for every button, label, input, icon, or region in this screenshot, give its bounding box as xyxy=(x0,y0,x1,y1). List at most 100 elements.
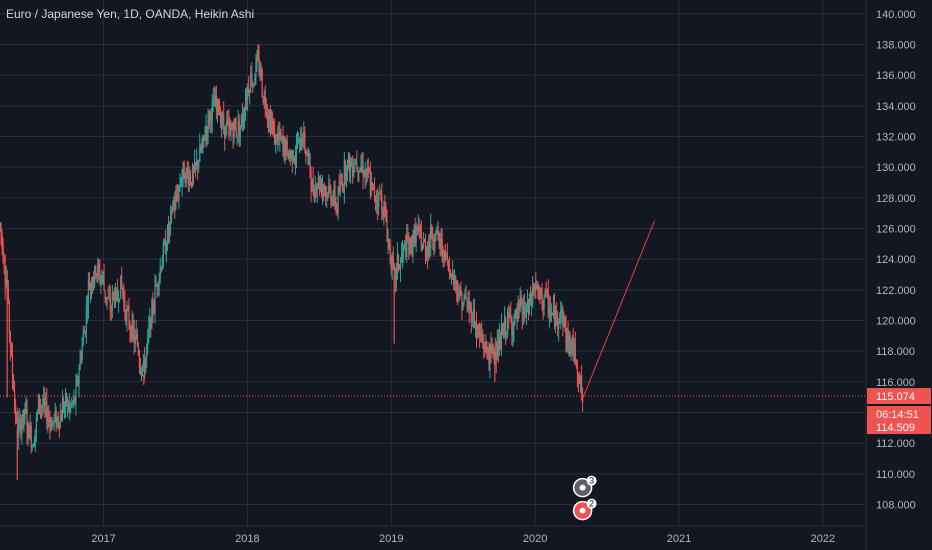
candle-body xyxy=(113,294,116,305)
candle-body xyxy=(491,344,493,352)
candle-body xyxy=(575,361,577,366)
candle-body xyxy=(425,250,428,256)
candle-body xyxy=(263,96,265,103)
candle-body xyxy=(23,409,25,419)
candle-body xyxy=(290,150,292,157)
candle-body xyxy=(68,403,70,411)
y-tick-label: 132.000 xyxy=(876,131,916,143)
candle-body xyxy=(572,336,574,354)
candle-body xyxy=(282,137,284,151)
candle-body xyxy=(355,161,357,165)
candle-body xyxy=(386,220,388,242)
candle-body xyxy=(310,172,312,192)
candle-body xyxy=(331,200,333,203)
candle-body xyxy=(372,184,375,187)
candle-body xyxy=(75,384,77,403)
candle-body xyxy=(119,298,121,300)
candle-body xyxy=(315,187,317,191)
candle-body xyxy=(204,135,206,140)
candle-body xyxy=(370,182,373,195)
candle-body xyxy=(325,187,327,197)
candle-body xyxy=(264,96,266,105)
candle-body xyxy=(249,91,251,94)
candle-body xyxy=(60,415,62,422)
candle-body xyxy=(458,297,460,300)
candle-body xyxy=(510,315,512,317)
candle-body xyxy=(45,401,47,406)
candle-body xyxy=(525,308,528,313)
candle-body xyxy=(44,398,46,406)
candle-body xyxy=(39,406,42,408)
candle-body xyxy=(433,240,435,251)
candle-body xyxy=(316,186,318,191)
candle-body xyxy=(538,287,540,293)
candle-body xyxy=(72,401,74,403)
candle-body xyxy=(536,285,538,289)
candle-body xyxy=(346,161,349,173)
candle-body xyxy=(36,413,39,417)
candle-body xyxy=(558,320,560,329)
candle-body xyxy=(431,225,433,239)
candle-body xyxy=(76,379,78,385)
candle-body xyxy=(208,113,210,123)
candle-body xyxy=(309,154,311,173)
candle-body xyxy=(104,290,106,297)
candle-body xyxy=(512,331,514,336)
candle-body xyxy=(213,99,215,107)
candle-body xyxy=(420,231,422,251)
candle-body xyxy=(484,347,486,352)
candle-body xyxy=(395,268,397,281)
candle-body xyxy=(162,243,164,263)
candle-body xyxy=(81,345,83,361)
y-tick-label: 136.000 xyxy=(876,70,916,82)
candle-body xyxy=(202,135,204,146)
candle-body xyxy=(363,175,365,177)
candle-body xyxy=(305,149,307,155)
candle-body xyxy=(261,69,263,97)
candle-body xyxy=(471,321,473,323)
candle-body xyxy=(398,267,401,270)
candle-body xyxy=(553,306,556,326)
candle-body xyxy=(292,157,294,162)
candle-body xyxy=(344,161,347,177)
candle-body xyxy=(384,205,386,211)
candle-body xyxy=(116,290,119,301)
candle-body xyxy=(127,308,129,310)
candle-body xyxy=(482,339,484,342)
candle-body xyxy=(501,325,504,335)
y-tick-label: 134.000 xyxy=(876,101,916,113)
candle-body xyxy=(486,342,488,349)
candle-body xyxy=(340,181,342,183)
candle-body xyxy=(145,357,147,373)
candle-body xyxy=(550,312,552,317)
candle-body xyxy=(79,356,81,370)
candle-body xyxy=(147,333,149,346)
candle-body xyxy=(83,332,85,334)
candle-body xyxy=(163,241,165,244)
candle-body xyxy=(422,241,425,246)
candle-body xyxy=(71,401,73,404)
candle-body xyxy=(57,417,59,424)
candle-body xyxy=(3,260,5,268)
candle-body xyxy=(297,141,300,143)
candle-body xyxy=(434,239,436,251)
candle-body xyxy=(155,285,157,287)
candle-body xyxy=(248,88,250,94)
candle-body xyxy=(341,182,343,188)
candle-body xyxy=(132,320,134,331)
candle-body xyxy=(90,286,93,290)
candle-body xyxy=(121,275,123,288)
candle-body xyxy=(7,286,9,302)
candle-body xyxy=(306,154,308,157)
candle-body xyxy=(41,406,43,408)
candle-body xyxy=(129,325,131,330)
candle-body xyxy=(137,345,139,354)
candle-body xyxy=(242,118,245,122)
candle-body xyxy=(88,280,91,290)
candle-body xyxy=(299,137,301,142)
candle-body xyxy=(16,417,18,419)
candle-body xyxy=(222,114,224,122)
candle-body xyxy=(247,88,249,100)
candle-body xyxy=(84,331,86,334)
